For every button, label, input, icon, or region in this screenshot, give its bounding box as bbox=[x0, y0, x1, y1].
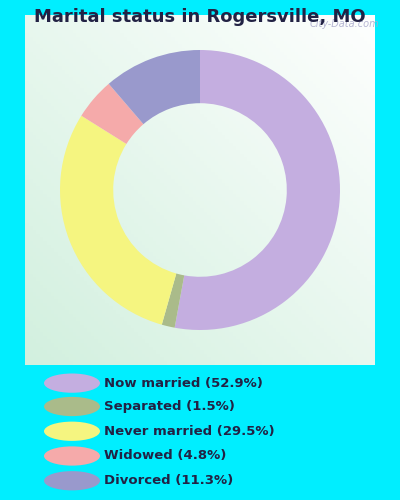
Circle shape bbox=[44, 397, 100, 416]
Circle shape bbox=[44, 471, 100, 490]
Text: Never married (29.5%): Never married (29.5%) bbox=[104, 425, 275, 438]
Circle shape bbox=[44, 422, 100, 441]
Circle shape bbox=[44, 446, 100, 466]
Wedge shape bbox=[60, 116, 176, 324]
Wedge shape bbox=[81, 84, 144, 144]
Text: Separated (1.5%): Separated (1.5%) bbox=[104, 400, 235, 413]
Text: City-Data.com: City-Data.com bbox=[310, 19, 379, 29]
Wedge shape bbox=[175, 50, 340, 330]
Text: Now married (52.9%): Now married (52.9%) bbox=[104, 376, 263, 390]
Circle shape bbox=[44, 374, 100, 393]
Text: Divorced (11.3%): Divorced (11.3%) bbox=[104, 474, 233, 487]
Wedge shape bbox=[162, 274, 184, 328]
Text: Marital status in Rogersville, MO: Marital status in Rogersville, MO bbox=[34, 8, 366, 26]
Wedge shape bbox=[109, 50, 200, 124]
Text: Widowed (4.8%): Widowed (4.8%) bbox=[104, 450, 226, 462]
